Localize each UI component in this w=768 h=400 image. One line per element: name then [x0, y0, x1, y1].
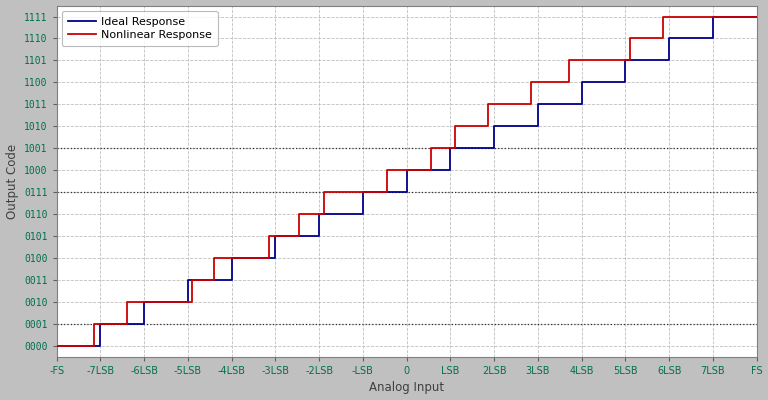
- Nonlinear Response: [625, 36, 634, 41]
- Ideal Response: [96, 344, 105, 348]
- Ideal Response: [227, 278, 237, 282]
- Ideal Response: [664, 36, 674, 41]
- Ideal Response: [402, 168, 411, 173]
- Nonlinear Response: [752, 14, 761, 19]
- Nonlinear Response: [295, 234, 304, 238]
- Nonlinear Response: [658, 36, 667, 41]
- Ideal Response: [315, 212, 324, 216]
- Ideal Response: [708, 36, 717, 41]
- Ideal Response: [184, 300, 193, 304]
- Ideal Response: [359, 190, 368, 194]
- Ideal Response: [271, 256, 280, 260]
- Ideal Response: [271, 234, 280, 238]
- Nonlinear Response: [527, 80, 536, 85]
- Ideal Response: [752, 14, 761, 19]
- Nonlinear Response: [52, 344, 61, 348]
- Nonlinear Response: [483, 102, 492, 107]
- Nonlinear Response: [450, 124, 459, 129]
- Nonlinear Response: [564, 58, 573, 63]
- Nonlinear Response: [625, 58, 634, 63]
- Nonlinear Response: [426, 168, 435, 173]
- Nonlinear Response: [210, 256, 219, 260]
- X-axis label: Analog Input: Analog Input: [369, 382, 444, 394]
- Nonlinear Response: [426, 146, 435, 151]
- Nonlinear Response: [483, 124, 492, 129]
- Line: Ideal Response: Ideal Response: [57, 16, 756, 346]
- Ideal Response: [489, 124, 498, 129]
- Nonlinear Response: [187, 300, 197, 304]
- Y-axis label: Output Code: Output Code: [5, 144, 18, 219]
- Ideal Response: [664, 58, 674, 63]
- Ideal Response: [140, 300, 149, 304]
- Nonlinear Response: [382, 168, 392, 173]
- Nonlinear Response: [89, 322, 98, 326]
- Ideal Response: [315, 234, 324, 238]
- Nonlinear Response: [658, 14, 667, 19]
- Nonlinear Response: [264, 234, 273, 238]
- Ideal Response: [621, 80, 630, 85]
- Nonlinear Response: [319, 212, 328, 216]
- Nonlinear Response: [319, 190, 328, 194]
- Ideal Response: [533, 102, 542, 107]
- Ideal Response: [402, 190, 411, 194]
- Ideal Response: [577, 102, 586, 107]
- Ideal Response: [359, 212, 368, 216]
- Nonlinear Response: [187, 278, 197, 282]
- Legend: Ideal Response, Nonlinear Response: Ideal Response, Nonlinear Response: [62, 11, 217, 46]
- Nonlinear Response: [450, 146, 459, 151]
- Ideal Response: [489, 146, 498, 151]
- Ideal Response: [96, 322, 105, 326]
- Line: Nonlinear Response: Nonlinear Response: [57, 16, 756, 346]
- Nonlinear Response: [295, 212, 304, 216]
- Ideal Response: [577, 80, 586, 85]
- Nonlinear Response: [122, 322, 131, 326]
- Ideal Response: [140, 322, 149, 326]
- Nonlinear Response: [564, 80, 573, 85]
- Ideal Response: [52, 344, 61, 348]
- Ideal Response: [445, 146, 455, 151]
- Nonlinear Response: [210, 278, 219, 282]
- Nonlinear Response: [527, 102, 536, 107]
- Ideal Response: [227, 256, 237, 260]
- Nonlinear Response: [382, 190, 392, 194]
- Nonlinear Response: [122, 300, 131, 304]
- Ideal Response: [621, 58, 630, 63]
- Nonlinear Response: [264, 256, 273, 260]
- Ideal Response: [533, 124, 542, 129]
- Ideal Response: [184, 278, 193, 282]
- Ideal Response: [445, 168, 455, 173]
- Ideal Response: [708, 14, 717, 19]
- Nonlinear Response: [89, 344, 98, 348]
